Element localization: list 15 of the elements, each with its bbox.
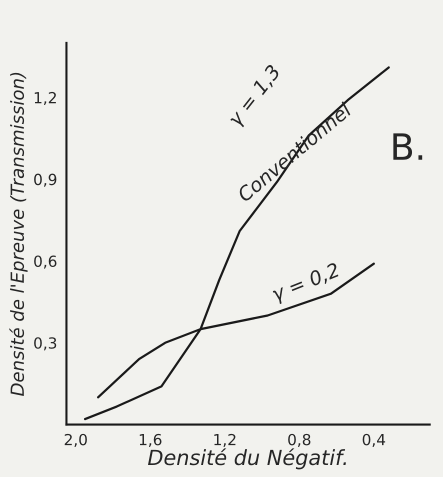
y-tick-label: 1,2 <box>34 92 56 106</box>
x-tick-label: 2,0 <box>64 434 87 447</box>
x-tick-label: 0,4 <box>362 434 386 447</box>
x-axis-title: Densité du Négatif. <box>148 448 346 470</box>
x-tick-label: 1,2 <box>214 434 236 447</box>
line-series <box>97 262 375 398</box>
y-axis-title: Densité de l'Epreuve (Transmission) <box>9 72 28 396</box>
y-tick-label: 0,9 <box>34 174 56 187</box>
x-tick-label: 0,8 <box>288 434 310 447</box>
x-tick-label: 1,6 <box>140 434 162 447</box>
line-series <box>84 66 390 420</box>
y-tick-label: 0,3 <box>34 337 56 350</box>
annotation: B. <box>393 133 422 160</box>
annotation: γ = 0,2 <box>271 262 342 305</box>
y-tick-label: 0,6 <box>34 255 56 269</box>
